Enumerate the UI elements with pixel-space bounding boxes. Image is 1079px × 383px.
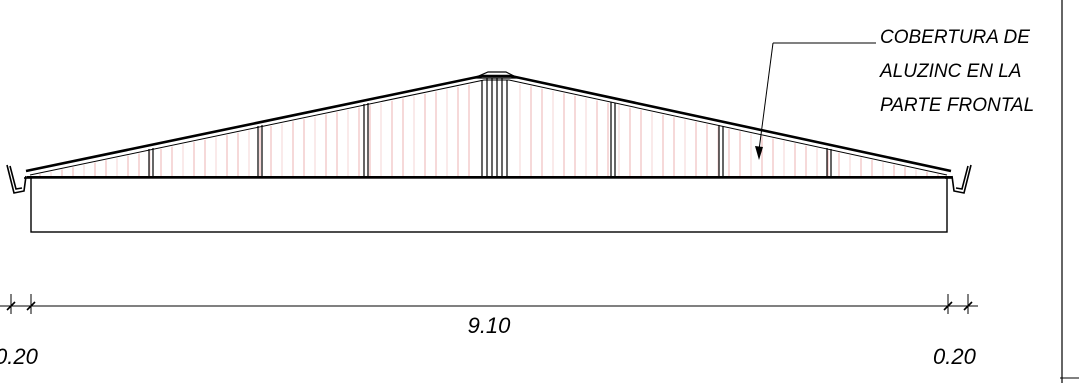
roof-slopes (25, 74, 952, 176)
post-2 (257, 125, 263, 178)
post-4 (610, 102, 616, 178)
building-base-wall (30, 177, 948, 233)
dimension-right: 0.20 (933, 344, 977, 369)
post-3 (363, 103, 369, 178)
ridge-cap (473, 71, 519, 178)
post-6 (826, 148, 832, 178)
annotation-line-1: COBERTURA DE (880, 27, 1030, 48)
annotation-line-2: ALUZINC EN LA (879, 61, 1021, 82)
annotation-text: COBERTURA DE ALUZINC EN LA PARTE FRONTAL (879, 27, 1034, 116)
roof-posts (148, 102, 832, 178)
annotation-arrow-icon (755, 146, 763, 160)
gutter-left (6, 164, 32, 194)
dimension-main: 9.10 (468, 313, 512, 338)
gutter-right (945, 164, 972, 194)
dimension-left: 0.20 (0, 344, 39, 369)
annotation-line-3: PARTE FRONTAL (880, 95, 1034, 116)
dimension-line (0, 294, 978, 314)
annotation-leader (758, 42, 876, 151)
post-5 (718, 125, 724, 178)
post-1 (148, 148, 154, 178)
aluzinc-cladding-lines (39, 83, 939, 177)
